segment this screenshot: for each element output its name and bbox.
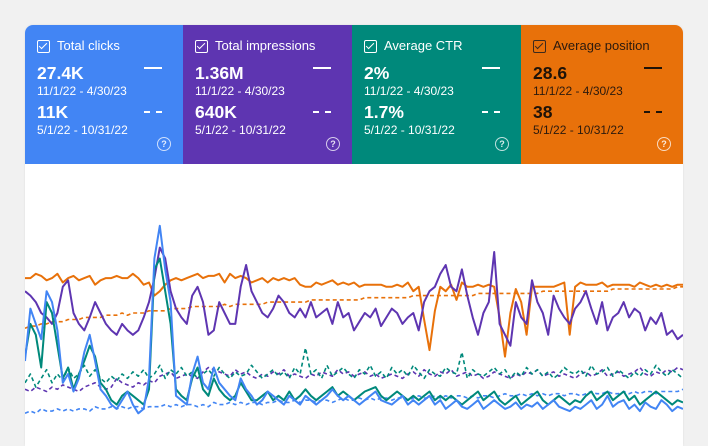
metric-previous-value: 640K bbox=[195, 102, 237, 122]
metric-tile-ctr[interactable]: Average CTR 2% 11/1/22 - 4/30/23 1.7% 5/… bbox=[352, 25, 521, 164]
metric-title: Average position bbox=[553, 38, 650, 53]
solid-line-icon bbox=[144, 67, 162, 69]
metric-title: Total clicks bbox=[57, 38, 120, 53]
metric-current-range: 11/1/22 - 4/30/23 bbox=[533, 84, 623, 98]
solid-line-icon bbox=[644, 67, 662, 69]
dashed-line-icon bbox=[644, 111, 662, 113]
metric-current-value: 27.4K bbox=[37, 63, 84, 83]
checkbox-icon[interactable] bbox=[37, 39, 50, 53]
metric-current-range: 11/1/22 - 4/30/23 bbox=[195, 84, 285, 98]
performance-line-chart bbox=[25, 224, 683, 415]
metric-previous-range: 5/1/22 - 10/31/22 bbox=[195, 123, 286, 137]
dashed-line-icon bbox=[482, 111, 500, 113]
dashed-line-icon bbox=[144, 111, 162, 113]
metric-previous-range: 5/1/22 - 10/31/22 bbox=[364, 123, 455, 137]
metric-tile-position[interactable]: Average position 28.6 11/1/22 - 4/30/23 … bbox=[521, 25, 683, 164]
metric-previous-range: 5/1/22 - 10/31/22 bbox=[37, 123, 128, 137]
metric-tiles: Total clicks 27.4K 11/1/22 - 4/30/23 11K… bbox=[25, 25, 683, 164]
metric-title: Total impressions bbox=[215, 38, 316, 53]
metric-previous-value: 38 bbox=[533, 102, 553, 122]
metric-current-range: 11/1/22 - 4/30/23 bbox=[364, 84, 454, 98]
series-line-position-previous bbox=[25, 286, 683, 330]
metric-previous-value: 11K bbox=[37, 102, 69, 122]
help-circle-icon[interactable]: ? bbox=[495, 137, 509, 151]
series-line-impressions-current bbox=[25, 246, 683, 347]
dashed-line-icon bbox=[313, 111, 331, 113]
solid-line-icon bbox=[482, 67, 500, 69]
help-circle-icon[interactable]: ? bbox=[326, 137, 340, 151]
metric-tile-clicks[interactable]: Total clicks 27.4K 11/1/22 - 4/30/23 11K… bbox=[25, 25, 183, 164]
series-line-ctr-previous bbox=[25, 347, 683, 388]
performance-card: Total clicks 27.4K 11/1/22 - 4/30/23 11K… bbox=[25, 25, 683, 446]
metric-current-value: 1.36M bbox=[195, 63, 244, 83]
metric-previous-range: 5/1/22 - 10/31/22 bbox=[533, 123, 624, 137]
checkbox-icon[interactable] bbox=[195, 39, 208, 53]
solid-line-icon bbox=[313, 67, 331, 69]
metric-current-range: 11/1/22 - 4/30/23 bbox=[37, 84, 127, 98]
help-circle-icon[interactable]: ? bbox=[657, 137, 671, 151]
series-line-impressions-previous bbox=[25, 366, 683, 393]
metric-previous-value: 1.7% bbox=[364, 102, 404, 122]
checkbox-icon[interactable] bbox=[364, 39, 377, 53]
metric-title: Average CTR bbox=[384, 38, 463, 53]
series-line-position-current bbox=[25, 272, 683, 358]
series-line-clicks-current bbox=[25, 224, 683, 415]
series-line-ctr-current bbox=[25, 257, 683, 406]
metric-tile-impressions[interactable]: Total impressions 1.36M 11/1/22 - 4/30/2… bbox=[183, 25, 352, 164]
metric-current-value: 28.6 bbox=[533, 63, 568, 83]
help-circle-icon[interactable]: ? bbox=[157, 137, 171, 151]
metric-current-value: 2% bbox=[364, 63, 390, 83]
checkbox-icon[interactable] bbox=[533, 39, 546, 53]
